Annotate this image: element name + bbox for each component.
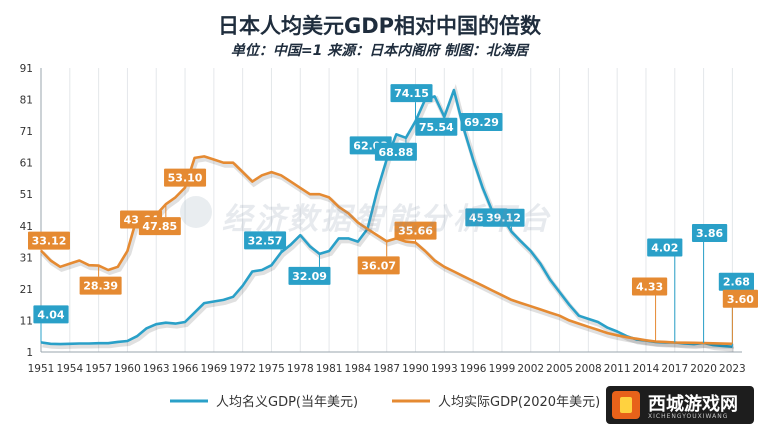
legend-label: 人均实际GDP(2020年美元) — [438, 395, 600, 410]
x-tick-label: 1990 — [402, 363, 429, 375]
annotation-box — [357, 256, 400, 275]
data-label: 36.07 — [361, 259, 396, 272]
annotation-box — [33, 305, 69, 324]
data-label: 68.88 — [379, 146, 414, 159]
data-label: 2.68 — [723, 276, 750, 289]
y-tick-label: 91 — [20, 63, 33, 75]
watermark-text: 经济数据智能分析平台 — [222, 202, 552, 237]
annotation-box — [288, 266, 331, 285]
legend-label: 人均名义GDP(当年美元) — [216, 394, 358, 410]
annotation-box — [631, 277, 668, 296]
annotation-box — [79, 276, 122, 295]
data-label: 69.29 — [464, 116, 499, 129]
data-label: 32.09 — [292, 270, 327, 283]
y-tick-label: 51 — [20, 189, 33, 201]
annotation-box — [394, 221, 437, 240]
x-tick-label: 2023 — [719, 363, 746, 375]
data-label: 4.33 — [636, 280, 663, 293]
x-tick-label: 2002 — [517, 363, 544, 375]
x-tick-label: 1984 — [345, 363, 372, 375]
x-tick-label: 1993 — [431, 363, 458, 375]
annotation-box — [718, 272, 754, 291]
x-tick-label: 2020 — [690, 363, 717, 375]
x-tick-label: 1975 — [258, 363, 285, 375]
x-tick-label: 1996 — [460, 363, 487, 375]
data-label: 4.04 — [37, 308, 64, 321]
annotation-box — [691, 223, 728, 242]
x-tick-label: 1963 — [143, 363, 170, 375]
x-tick-label: 1954 — [56, 363, 83, 375]
data-label: 32.57 — [248, 234, 283, 247]
data-label: 53.10 — [168, 172, 203, 185]
annotation-box — [722, 289, 758, 308]
x-tick-label: 1999 — [489, 363, 516, 375]
y-tick-label: 1 — [26, 347, 33, 359]
data-label: 35.66 — [398, 225, 433, 238]
site-name: 西城游戏网 — [648, 394, 738, 415]
annotation-box — [138, 217, 181, 236]
x-tick-label: 2005 — [546, 363, 573, 375]
watermark-logo-icon — [180, 196, 212, 228]
annotation-box — [28, 231, 70, 250]
x-tick-label: 1951 — [28, 363, 55, 375]
series-shadow — [42, 84, 735, 352]
data-label: 75.54 — [419, 121, 454, 134]
data-label: 74.15 — [394, 87, 429, 100]
annotation-box — [374, 142, 417, 161]
x-tick-label: 1987 — [373, 363, 400, 375]
chart-subtitle: 单位：中国=1 来源：日本内阁府 制图：北海居 — [230, 43, 529, 59]
x-tick-label: 2011 — [604, 363, 631, 375]
data-label: 47.85 — [142, 220, 177, 233]
y-tick-label: 11 — [20, 315, 33, 327]
data-label: 28.39 — [83, 280, 118, 293]
annotation-box — [164, 168, 207, 187]
site-logo-icon — [612, 391, 640, 419]
y-tick-label: 41 — [20, 221, 33, 233]
annotation-box — [460, 112, 503, 131]
x-tick-label: 2014 — [633, 363, 660, 375]
annotation-box — [647, 238, 683, 257]
x-tick-label: 1966 — [172, 363, 199, 375]
data-label: 39.12 — [486, 212, 521, 225]
x-tick-label: 1972 — [229, 363, 256, 375]
site-subname: XICHENGYOUXIWANG — [648, 413, 729, 420]
chart-title: 日本人均美元GDP相对中国的倍数 — [217, 14, 542, 38]
data-label: 3.86 — [696, 227, 723, 240]
data-label: 4.02 — [651, 241, 678, 254]
data-label: 33.12 — [32, 235, 67, 248]
series-shadow — [40, 156, 734, 349]
y-tick-label: 71 — [20, 126, 33, 138]
data-label: 3.60 — [727, 293, 754, 306]
annotation-box — [415, 117, 458, 136]
annotation-box — [482, 208, 525, 227]
x-tick-label: 2017 — [661, 363, 688, 375]
annotation-box — [390, 84, 433, 103]
x-tick-label: 2008 — [575, 363, 602, 375]
x-tick-label: 1981 — [316, 363, 343, 375]
x-tick-label: 1960 — [114, 363, 141, 375]
annotation-box — [244, 231, 287, 250]
site-badge: 西城游戏网 XICHENGYOUXIWANG — [606, 386, 754, 424]
x-tick-label: 1969 — [200, 363, 227, 375]
y-tick-label: 31 — [20, 252, 33, 264]
x-tick-label: 1978 — [287, 363, 314, 375]
y-tick-label: 81 — [20, 95, 33, 107]
y-tick-label: 21 — [20, 284, 33, 296]
x-tick-label: 1957 — [85, 363, 112, 375]
y-tick-label: 61 — [20, 158, 33, 170]
